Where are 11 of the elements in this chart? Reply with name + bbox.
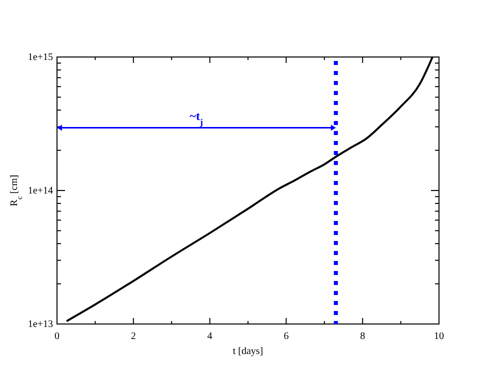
annotation: ~t$_{j}$ [190,108,204,127]
y-tick-label: 1e+15 [28,52,53,64]
x-tick-label: 6 [284,331,289,342]
x-tick-label: 0 [54,331,60,342]
y-tick-label: 1e+13 [28,319,53,330]
x-tick-label: 8 [360,331,366,342]
x-tick-label: 2 [130,331,136,342]
x-axis-title: t [days] [232,346,264,357]
x-tick-label: 10 [434,331,444,342]
y-tick-label: 1e+14 [28,186,53,197]
x-tick-label: 4 [207,331,212,342]
